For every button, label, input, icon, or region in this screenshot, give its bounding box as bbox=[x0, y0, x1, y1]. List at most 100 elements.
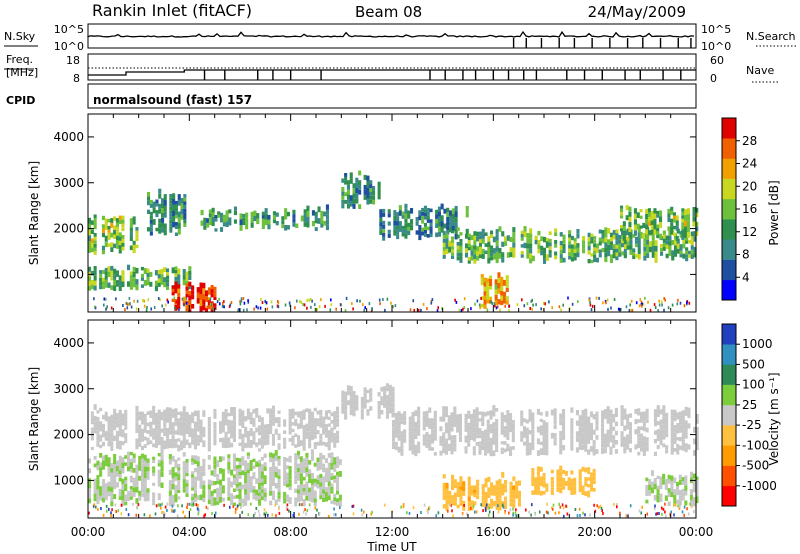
heatmap-cell bbox=[121, 219, 125, 224]
heatmap-cell bbox=[659, 497, 663, 502]
heatmap-cell bbox=[210, 305, 214, 310]
heatmap-cell bbox=[582, 236, 586, 241]
heatmap-cell bbox=[129, 236, 133, 241]
heatmap-cell bbox=[653, 422, 657, 427]
freq-label-line2: [MHz] bbox=[6, 66, 38, 79]
heatmap-cell bbox=[118, 409, 122, 415]
heatmap-cell bbox=[157, 453, 161, 457]
heatmap-cell bbox=[252, 485, 256, 490]
heatmap-cell bbox=[562, 469, 566, 474]
heatmap-cell bbox=[160, 460, 164, 466]
heatmap-cell bbox=[658, 299, 660, 303]
colorbar-tick-label: 28 bbox=[742, 134, 757, 148]
heatmap-cell bbox=[185, 428, 189, 434]
heatmap-cell bbox=[467, 481, 471, 487]
heatmap-cell bbox=[623, 442, 627, 448]
heatmap-cell bbox=[129, 275, 133, 279]
heatmap-cell bbox=[387, 213, 391, 218]
heatmap-cell bbox=[140, 437, 144, 442]
heatmap-cell bbox=[672, 215, 676, 220]
heatmap-cell bbox=[695, 486, 699, 490]
heatmap-cell bbox=[662, 246, 666, 251]
heatmap-cell bbox=[110, 242, 114, 248]
heatmap-cell bbox=[308, 431, 312, 437]
heatmap-cell bbox=[589, 513, 591, 517]
heatmap-cell bbox=[465, 206, 469, 212]
heatmap-cell bbox=[344, 199, 348, 204]
heatmap-cell bbox=[553, 420, 557, 425]
heatmap-cell bbox=[288, 497, 292, 501]
heatmap-cell bbox=[609, 409, 613, 414]
heatmap-cell bbox=[481, 416, 485, 422]
heatmap-cell bbox=[659, 435, 663, 441]
heatmap-cell bbox=[553, 441, 557, 446]
heatmap-cell bbox=[545, 411, 549, 417]
heatmap-cell bbox=[96, 489, 100, 495]
heatmap-cell bbox=[154, 285, 158, 292]
heatmap-cell bbox=[578, 432, 582, 439]
heatmap-cell bbox=[145, 308, 148, 312]
heatmap-cell bbox=[670, 510, 672, 514]
heatmap-cell bbox=[96, 437, 100, 441]
heatmap-cell bbox=[692, 221, 696, 227]
heatmap-cell bbox=[129, 231, 133, 237]
heatmap-cell bbox=[676, 243, 680, 249]
heatmap-cell bbox=[140, 487, 144, 493]
heatmap-cell bbox=[97, 507, 99, 511]
heatmap-cell bbox=[663, 308, 665, 312]
heatmap-cell bbox=[352, 409, 356, 413]
heatmap-cell bbox=[475, 426, 479, 431]
heatmap-cell bbox=[478, 246, 482, 251]
heatmap-cell bbox=[567, 481, 571, 486]
heatmap-cell bbox=[257, 306, 259, 310]
heatmap-cell bbox=[283, 419, 287, 423]
heatmap-cell bbox=[118, 285, 122, 291]
heatmap-cell bbox=[604, 227, 608, 233]
heatmap-cell bbox=[297, 455, 301, 460]
heatmap-cell bbox=[349, 403, 353, 410]
heatmap-cell bbox=[90, 421, 94, 425]
heatmap-cell bbox=[202, 299, 206, 305]
heatmap-cell bbox=[305, 467, 309, 472]
heatmap-cell bbox=[442, 442, 446, 448]
heatmap-cell bbox=[640, 415, 644, 420]
heatmap-cell bbox=[325, 204, 329, 210]
heatmap-cell bbox=[478, 448, 482, 452]
heatmap-cell bbox=[452, 514, 454, 518]
heatmap-cell bbox=[684, 434, 688, 439]
heatmap-cell bbox=[208, 221, 212, 226]
heatmap-cell bbox=[352, 391, 356, 395]
heatmap-cell bbox=[506, 425, 510, 429]
heatmap-cell bbox=[161, 212, 165, 218]
heatmap-cell bbox=[601, 430, 605, 434]
heatmap-cell bbox=[653, 417, 657, 422]
cpid-label: CPID bbox=[6, 94, 35, 107]
heatmap-cell bbox=[177, 425, 181, 429]
heatmap-cell bbox=[149, 227, 153, 232]
heatmap-cell bbox=[132, 271, 136, 277]
heatmap-cell bbox=[674, 239, 678, 246]
heatmap-cell bbox=[99, 438, 103, 442]
heatmap-cell bbox=[604, 257, 608, 263]
heatmap-cell bbox=[440, 221, 444, 227]
heatmap-cell bbox=[318, 305, 321, 309]
heatmap-cell bbox=[623, 253, 627, 259]
heatmap-cell bbox=[568, 233, 572, 238]
heatmap-cell bbox=[684, 406, 688, 412]
heatmap-cell bbox=[504, 480, 508, 485]
heatmap-cell bbox=[559, 465, 563, 472]
heatmap-cell bbox=[446, 221, 450, 226]
heatmap-cell bbox=[174, 459, 178, 464]
heatmap-cell bbox=[224, 438, 228, 442]
heatmap-cell bbox=[93, 503, 96, 507]
heatmap-cell bbox=[183, 197, 187, 202]
heatmap-cell bbox=[670, 230, 674, 235]
heatmap-cell bbox=[465, 211, 469, 218]
heatmap-cell bbox=[242, 217, 246, 222]
heatmap-cell bbox=[269, 481, 273, 487]
heatmap-cell bbox=[531, 433, 535, 438]
heatmap-cell bbox=[501, 489, 505, 496]
heatmap-cell bbox=[360, 413, 364, 420]
heatmap-cell bbox=[681, 229, 685, 233]
